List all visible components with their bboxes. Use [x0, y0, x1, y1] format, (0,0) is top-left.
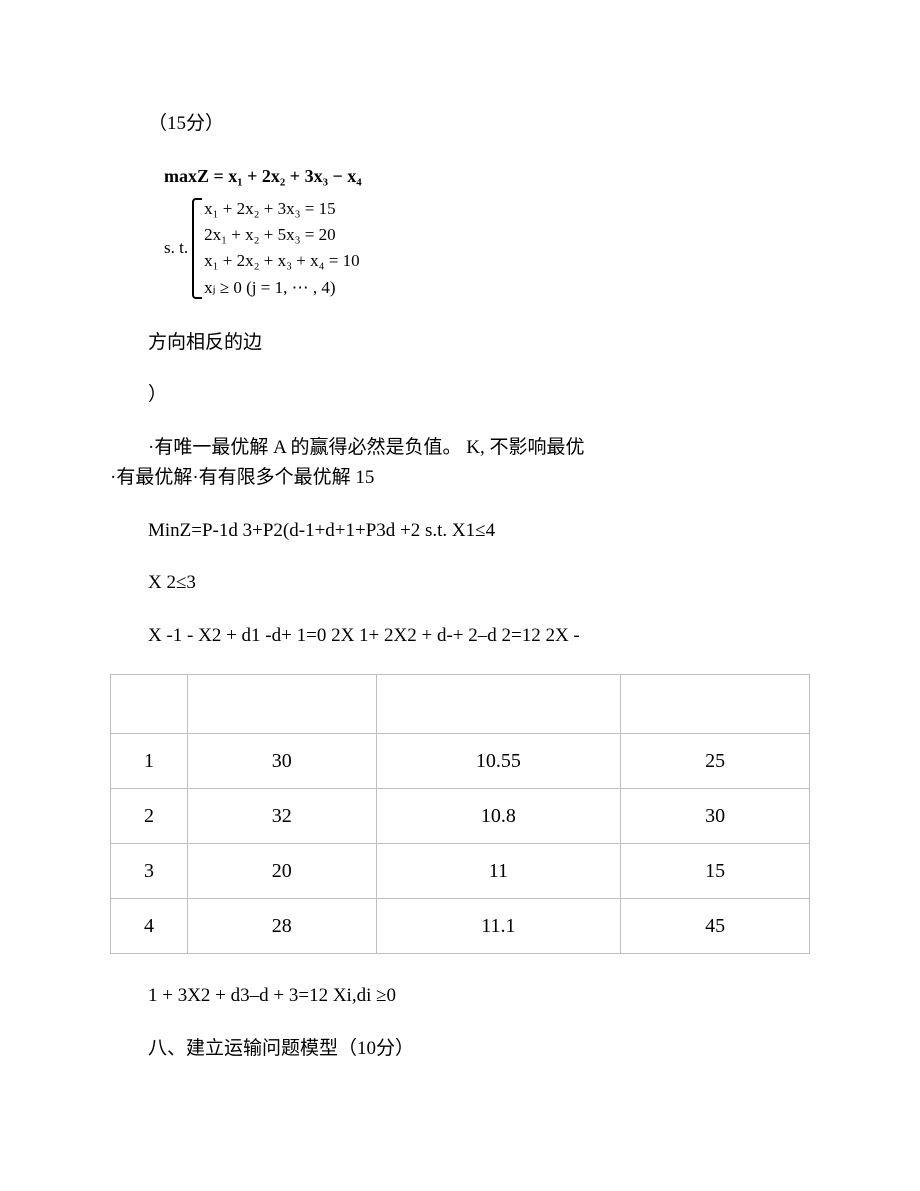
constraint-1: x₁ + 2x₂ + 3x₃ = 15: [204, 196, 360, 222]
table-cell: 30: [187, 734, 376, 789]
para-finite-optimal: ·有最优解·有有限多个最优解 15: [110, 464, 810, 493]
table-cell: 32: [187, 789, 376, 844]
constraint-2: 2x₁ + x₂ + 5x₃ = 20: [204, 222, 360, 248]
table-cell: 2: [111, 789, 188, 844]
para-unique-optimal: ·有唯一最优解 A 的赢得必然是负值。 K, 不影响最优: [110, 434, 810, 463]
st-label: s. t.: [164, 235, 188, 261]
table-row: 3 20 11 15: [111, 844, 810, 899]
constraint-brace: x₁ + 2x₂ + 3x₃ = 15 2x₁ + x₂ + 5x₃ = 20 …: [192, 196, 360, 301]
table-row: 4 28 11.1 45: [111, 899, 810, 954]
table-cell: 25: [621, 734, 810, 789]
table-cell: [187, 675, 376, 734]
table-cell: 11.1: [376, 899, 621, 954]
data-table: 1 30 10.55 25 2 32 10.8 30 3 20 11 15 4 …: [110, 674, 810, 954]
table-cell: 45: [621, 899, 810, 954]
table-cell: 28: [187, 899, 376, 954]
document-page: （15分） maxZ = x₁ + 2x₂ + 3x₃ − x₄ s. t. x…: [0, 0, 920, 1147]
table-row: [111, 675, 810, 734]
lp-formulation: maxZ = x₁ + 2x₂ + 3x₃ − x₄ s. t. x₁ + 2x…: [164, 163, 810, 301]
table-cell: 10.55: [376, 734, 621, 789]
constraint-4: xⱼ ≥ 0 (j = 1, ⋯ , 4): [204, 275, 360, 301]
para-x2-constraint: X 2≤3: [110, 569, 810, 598]
objective-function: maxZ = x₁ + 2x₂ + 3x₃ − x₄: [164, 163, 810, 190]
table-row: 1 30 10.55 25: [111, 734, 810, 789]
section-eight-heading: 八、建立运输问题模型（10分）: [110, 1035, 810, 1064]
table-cell: [621, 675, 810, 734]
table-cell: 30: [621, 789, 810, 844]
score-line: （15分）: [110, 110, 810, 139]
table-cell: 4: [111, 899, 188, 954]
para-after-table: 1 + 3X2 + d3–d + 3=12 Xi,di ≥0: [110, 982, 810, 1011]
table-cell: 3: [111, 844, 188, 899]
constraint-3: x₁ + 2x₂ + x₃ + x₄ = 10: [204, 248, 360, 274]
para-minz: MinZ=P-1d 3+P2(d-1+d+1+P3d +2 s.t. X1≤4: [110, 517, 810, 546]
para-opposite-edge: 方向相反的边: [110, 329, 810, 358]
table-cell: 1: [111, 734, 188, 789]
table-cell: 11: [376, 844, 621, 899]
para-close-paren: ）: [110, 381, 810, 410]
table-cell: [376, 675, 621, 734]
para-x1x2-constraint: X -1 - X2 + d1 -d+ 1=0 2X 1+ 2X2 + d-+ 2…: [110, 622, 810, 651]
table-row: 2 32 10.8 30: [111, 789, 810, 844]
table-body: 1 30 10.55 25 2 32 10.8 30 3 20 11 15 4 …: [111, 675, 810, 954]
table-cell: [111, 675, 188, 734]
table-cell: 20: [187, 844, 376, 899]
constraints-block: s. t. x₁ + 2x₂ + 3x₃ = 15 2x₁ + x₂ + 5x₃…: [164, 196, 810, 301]
table-cell: 10.8: [376, 789, 621, 844]
table-cell: 15: [621, 844, 810, 899]
